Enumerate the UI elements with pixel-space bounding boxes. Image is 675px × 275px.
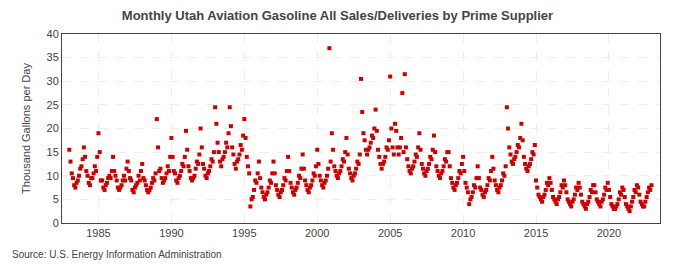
svg-text:Source: U.S. Energy Informatio: Source: U.S. Energy Information Administ… — [12, 249, 222, 260]
svg-text:2020: 2020 — [597, 227, 621, 239]
svg-text:Thousand Gallons per Day: Thousand Gallons per Day — [20, 63, 32, 194]
svg-text:40: 40 — [47, 28, 59, 40]
svg-text:1985: 1985 — [86, 227, 110, 239]
svg-text:Monthly Utah Aviation Gasoline: Monthly Utah Aviation Gasoline All Sales… — [122, 8, 553, 23]
svg-text:25: 25 — [47, 99, 59, 111]
svg-text:20: 20 — [47, 122, 59, 134]
svg-text:0: 0 — [53, 217, 59, 229]
svg-text:2010: 2010 — [451, 227, 475, 239]
svg-text:1995: 1995 — [232, 227, 256, 239]
svg-text:5: 5 — [53, 193, 59, 205]
svg-text:15: 15 — [47, 146, 59, 158]
svg-text:1990: 1990 — [159, 227, 183, 239]
svg-text:10: 10 — [47, 170, 59, 182]
svg-text:2015: 2015 — [524, 227, 548, 239]
svg-text:2000: 2000 — [305, 227, 329, 239]
svg-text:30: 30 — [47, 75, 59, 87]
svg-text:35: 35 — [47, 51, 59, 63]
svg-text:2005: 2005 — [378, 227, 402, 239]
